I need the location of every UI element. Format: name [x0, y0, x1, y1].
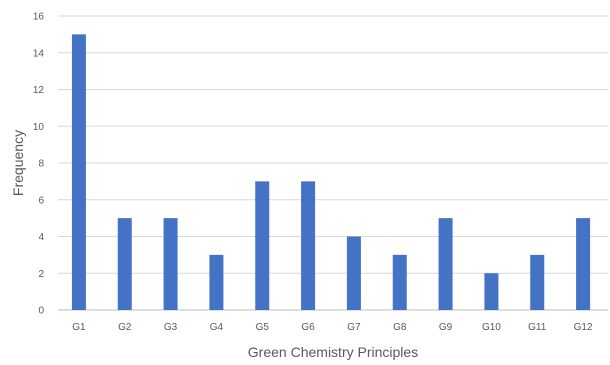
y-tick-label: 8: [38, 159, 44, 170]
bar-g2: [117, 218, 132, 310]
bar-g5: [255, 181, 270, 310]
bar-g7: [346, 236, 361, 310]
x-tick-label: G11: [528, 322, 547, 333]
x-tick-label: G4: [210, 322, 224, 333]
y-tick-label: 6: [38, 195, 44, 206]
x-tick-labels: G1 G2 G3 G4 G5 G6 G7 G8 G9 G10 G11 G12: [72, 322, 593, 333]
y-tick-label: 10: [33, 122, 45, 133]
bar-g11: [530, 254, 545, 310]
y-tick-label: 0: [38, 306, 44, 317]
gridlines: [58, 15, 608, 311]
x-axis-title: Green Chemistry Principles: [248, 344, 418, 360]
x-tick-label: G10: [482, 322, 501, 333]
x-tick-label: G9: [439, 322, 453, 333]
y-tick-label: 4: [38, 232, 44, 243]
bar-g9: [438, 218, 453, 310]
y-axis-title: Frequency: [10, 130, 26, 196]
bar-g8: [392, 254, 407, 310]
y-tick-labels: 0 2 4 6 8 10 12 14 16: [33, 12, 45, 317]
x-tick-label: G2: [118, 322, 132, 333]
y-tick-label: 16: [33, 12, 45, 23]
x-tick-label: G3: [164, 322, 178, 333]
x-tick-label: G5: [256, 322, 270, 333]
x-tick-label: G1: [72, 322, 86, 333]
bar-g3: [163, 218, 178, 310]
y-tick-label: 14: [33, 48, 45, 59]
bars: [71, 34, 591, 310]
bar-g1: [71, 34, 86, 310]
x-tick-label: G7: [347, 322, 361, 333]
bar-g4: [209, 254, 224, 310]
bar-g6: [301, 181, 316, 310]
x-tick-label: G6: [301, 322, 315, 333]
x-tick-label: G12: [574, 322, 593, 333]
bar-g12: [576, 218, 591, 310]
y-tick-label: 2: [38, 269, 44, 280]
bar-g10: [484, 273, 499, 310]
x-tick-label: G8: [393, 322, 407, 333]
y-tick-label: 12: [33, 85, 45, 96]
